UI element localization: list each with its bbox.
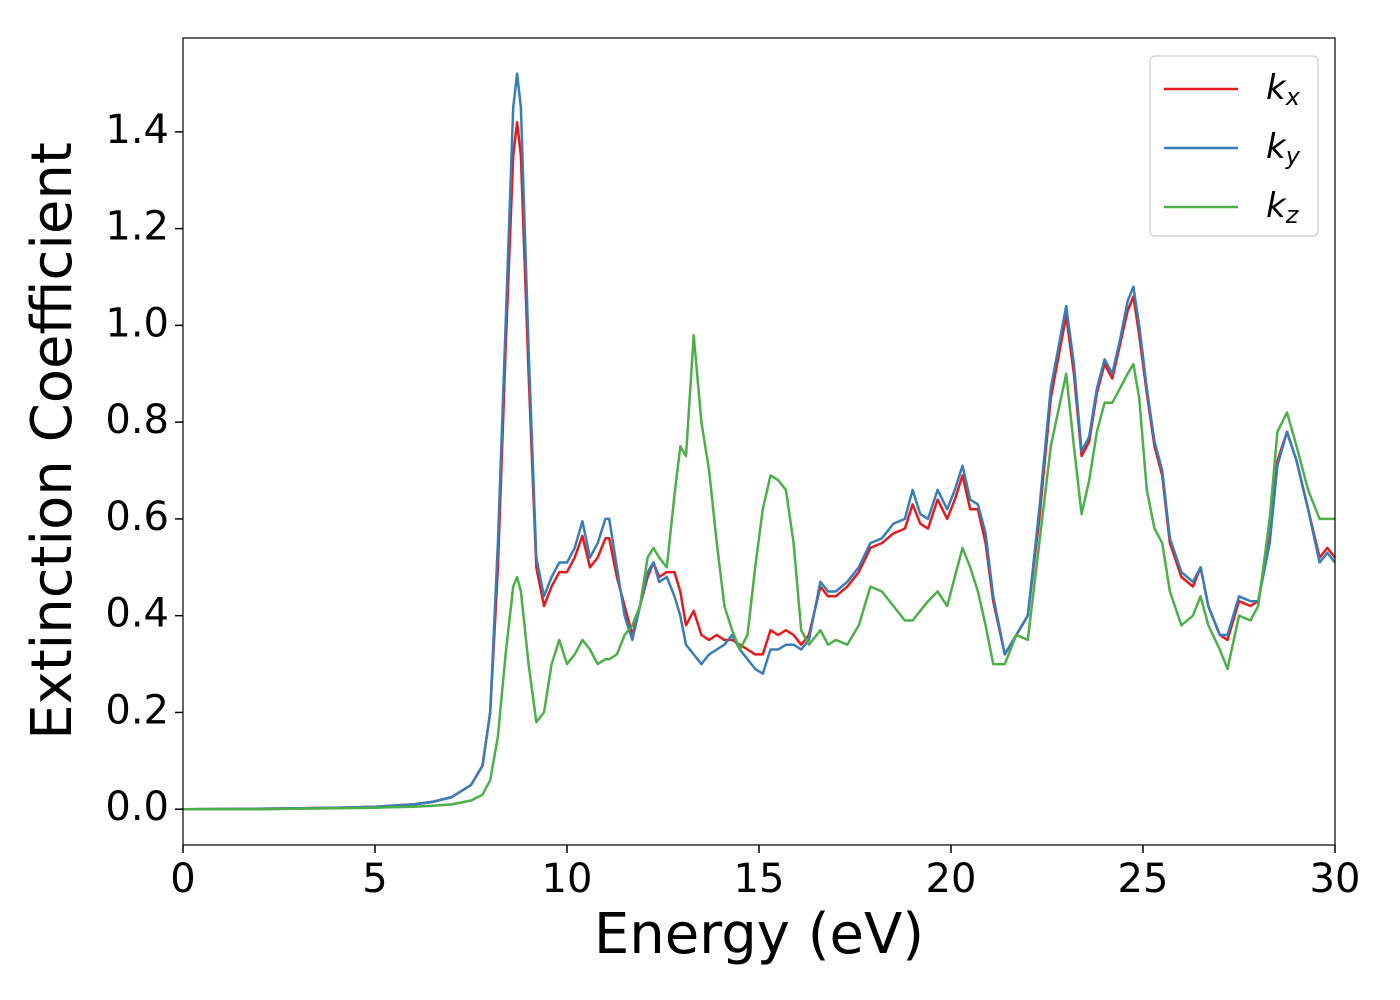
x-tick-label: 10 xyxy=(542,856,593,902)
y-tick-label: 0.0 xyxy=(105,784,169,830)
x-axis-label: Energy (eV) xyxy=(594,902,924,967)
x-tick-label: 0 xyxy=(170,856,195,902)
legend-label: kx xyxy=(1266,68,1301,112)
y-tick-label: 0.4 xyxy=(105,591,169,637)
legend-label: ky xyxy=(1266,127,1301,171)
y-tick-label: 0.2 xyxy=(105,687,169,733)
x-tick-label: 30 xyxy=(1310,856,1361,902)
y-tick-label: 1.2 xyxy=(105,204,169,250)
plot-frame xyxy=(182,37,1336,846)
x-tick-label: 5 xyxy=(362,856,387,902)
data-line xyxy=(183,333,1335,811)
y-tick-label: 0.8 xyxy=(105,397,169,443)
y-axis-label: Extinction Coefficient xyxy=(20,142,85,740)
y-tick-label: 0.6 xyxy=(105,494,169,540)
x-tick-label: 20 xyxy=(926,856,977,902)
y-tick-label: 1.4 xyxy=(105,107,169,153)
x-tick-label: 15 xyxy=(734,856,785,902)
legend-box xyxy=(1149,55,1319,237)
y-tick-label: 1.0 xyxy=(105,300,169,346)
legend: kx ky kz xyxy=(1149,55,1319,237)
legend-label: kz xyxy=(1266,186,1300,230)
data-line xyxy=(182,72,1336,811)
x-tick-label: 25 xyxy=(1118,856,1169,902)
